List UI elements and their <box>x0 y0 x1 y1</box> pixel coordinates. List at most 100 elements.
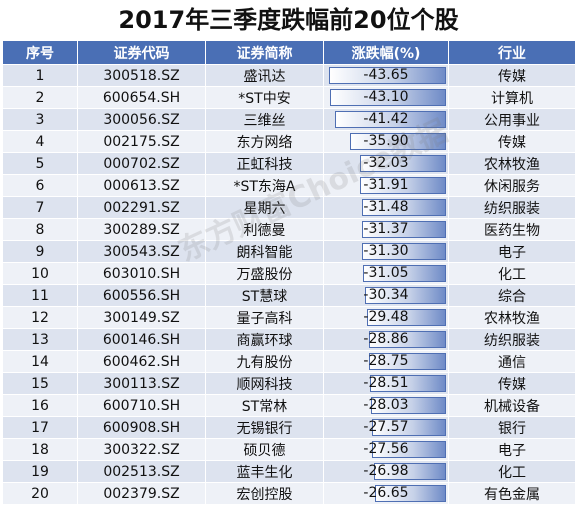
cell-index: 6 <box>2 174 78 197</box>
cell-index: 19 <box>2 460 78 483</box>
change-value: -28.86 <box>363 331 409 347</box>
cell-change: -30.34 <box>323 284 449 307</box>
cell-code: 300322.SZ <box>77 438 206 461</box>
change-bar <box>374 485 446 502</box>
cell-code: 600146.SH <box>77 328 206 351</box>
table-row: 3 300056.SZ 三维丝 -41.42 公用事业 <box>2 108 576 131</box>
change-bar <box>373 463 446 480</box>
change-value: -28.51 <box>363 375 409 391</box>
cell-code: 002291.SZ <box>77 196 206 219</box>
cell-name: *ST中安 <box>205 86 324 109</box>
cell-industry: 电子 <box>448 438 576 461</box>
change-value: -30.34 <box>363 287 409 303</box>
change-value: -31.30 <box>363 243 409 259</box>
table-row: 1 300518.SZ 盛讯达 -43.65 传媒 <box>2 64 576 87</box>
cell-change: -26.98 <box>323 460 449 483</box>
cell-change: -28.86 <box>323 328 449 351</box>
cell-change: -28.03 <box>323 394 449 417</box>
cell-name: ST常林 <box>205 394 324 417</box>
cell-name: 三维丝 <box>205 108 324 131</box>
cell-change: -32.03 <box>323 152 449 175</box>
cell-index: 14 <box>2 350 78 373</box>
cell-code: 600908.SH <box>77 416 206 439</box>
cell-name: ST慧球 <box>205 284 324 307</box>
change-bar <box>360 155 446 172</box>
change-value: -31.48 <box>363 199 409 215</box>
cell-industry: 电子 <box>448 240 576 263</box>
cell-index: 15 <box>2 372 78 395</box>
cell-name: 无锡银行 <box>205 416 324 439</box>
change-bar <box>334 111 446 128</box>
cell-industry: 化工 <box>448 262 576 285</box>
change-bar <box>362 265 446 282</box>
cell-code: 300543.SZ <box>77 240 206 263</box>
cell-name: 蓝丰生化 <box>205 460 324 483</box>
cell-industry: 纺织服装 <box>448 196 576 219</box>
cell-code: 002379.SZ <box>77 482 206 505</box>
header-name: 证券简称 <box>205 40 324 65</box>
cell-change: -28.51 <box>323 372 449 395</box>
cell-code: 600556.SH <box>77 284 206 307</box>
change-value: -27.56 <box>363 441 409 457</box>
cell-index: 5 <box>2 152 78 175</box>
table-row: 9 300543.SZ 朗科智能 -31.30 电子 <box>2 240 576 263</box>
cell-change: -31.91 <box>323 174 449 197</box>
change-value: -27.57 <box>363 419 409 435</box>
table-row: 10 603010.SH 万盛股份 -31.05 化工 <box>2 262 576 285</box>
cell-index: 12 <box>2 306 78 329</box>
cell-industry: 银行 <box>448 416 576 439</box>
change-bar <box>330 89 446 106</box>
table-body: 1 300518.SZ 盛讯达 -43.65 传媒 2 600654.SH *ST中安 -43.… <box>2 64 576 505</box>
change-value: -26.65 <box>363 485 409 501</box>
change-value: -26.98 <box>363 463 409 479</box>
decline-table: 序号 证券代码 证券简称 涨跌幅(%) 行业 1 300518.SZ 盛讯达 -43.… <box>2 40 576 505</box>
change-bar <box>364 287 446 304</box>
cell-industry: 纺织服装 <box>448 328 576 351</box>
change-value: -28.75 <box>363 353 409 369</box>
cell-name: 量子高科 <box>205 306 324 329</box>
cell-code: 600710.SH <box>77 394 206 417</box>
cell-change: -26.65 <box>323 482 449 505</box>
table-row: 4 002175.SZ 东方网络 -35.90 传媒 <box>2 130 576 153</box>
cell-code: 603010.SH <box>77 262 206 285</box>
cell-index: 1 <box>2 64 78 87</box>
cell-name: 正虹科技 <box>205 152 324 175</box>
change-value: -31.91 <box>363 177 409 193</box>
table-row: 11 600556.SH ST慧球 -30.34 综合 <box>2 284 576 307</box>
cell-name: 盛讯达 <box>205 64 324 87</box>
cell-change: -27.56 <box>323 438 449 461</box>
change-bar <box>362 243 446 260</box>
change-bar <box>370 397 446 414</box>
change-value: -31.37 <box>363 221 409 237</box>
table-row: 13 600146.SH 商赢环球 -28.86 纺织服装 <box>2 328 576 351</box>
cell-name: 利德曼 <box>205 218 324 241</box>
table-row: 7 002291.SZ 星期六 -31.48 纺织服装 <box>2 196 576 219</box>
cell-change: -43.65 <box>323 64 449 87</box>
change-bar <box>369 375 446 392</box>
cell-change: -43.10 <box>323 86 449 109</box>
cell-industry: 综合 <box>448 284 576 307</box>
change-bar <box>372 441 446 458</box>
cell-index: 17 <box>2 416 78 439</box>
cell-index: 16 <box>2 394 78 417</box>
cell-change: -31.30 <box>323 240 449 263</box>
cell-index: 18 <box>2 438 78 461</box>
change-value: -35.90 <box>363 133 409 149</box>
change-bar <box>361 199 446 216</box>
cell-index: 8 <box>2 218 78 241</box>
table-row: 19 002513.SZ 蓝丰生化 -26.98 化工 <box>2 460 576 483</box>
cell-index: 10 <box>2 262 78 285</box>
cell-industry: 计算机 <box>448 86 576 109</box>
cell-index: 7 <box>2 196 78 219</box>
cell-industry: 公用事业 <box>448 108 576 131</box>
cell-name: 九有股份 <box>205 350 324 373</box>
cell-index: 4 <box>2 130 78 153</box>
cell-code: 600654.SH <box>77 86 206 109</box>
cell-change: -35.90 <box>323 130 449 153</box>
cell-change: -31.37 <box>323 218 449 241</box>
table-row: 5 000702.SZ 正虹科技 -32.03 农林牧渔 <box>2 152 576 175</box>
cell-index: 11 <box>2 284 78 307</box>
table-row: 12 300149.SZ 量子高科 -29.48 农林牧渔 <box>2 306 576 329</box>
cell-code: 002513.SZ <box>77 460 206 483</box>
cell-code: 300518.SZ <box>77 64 206 87</box>
